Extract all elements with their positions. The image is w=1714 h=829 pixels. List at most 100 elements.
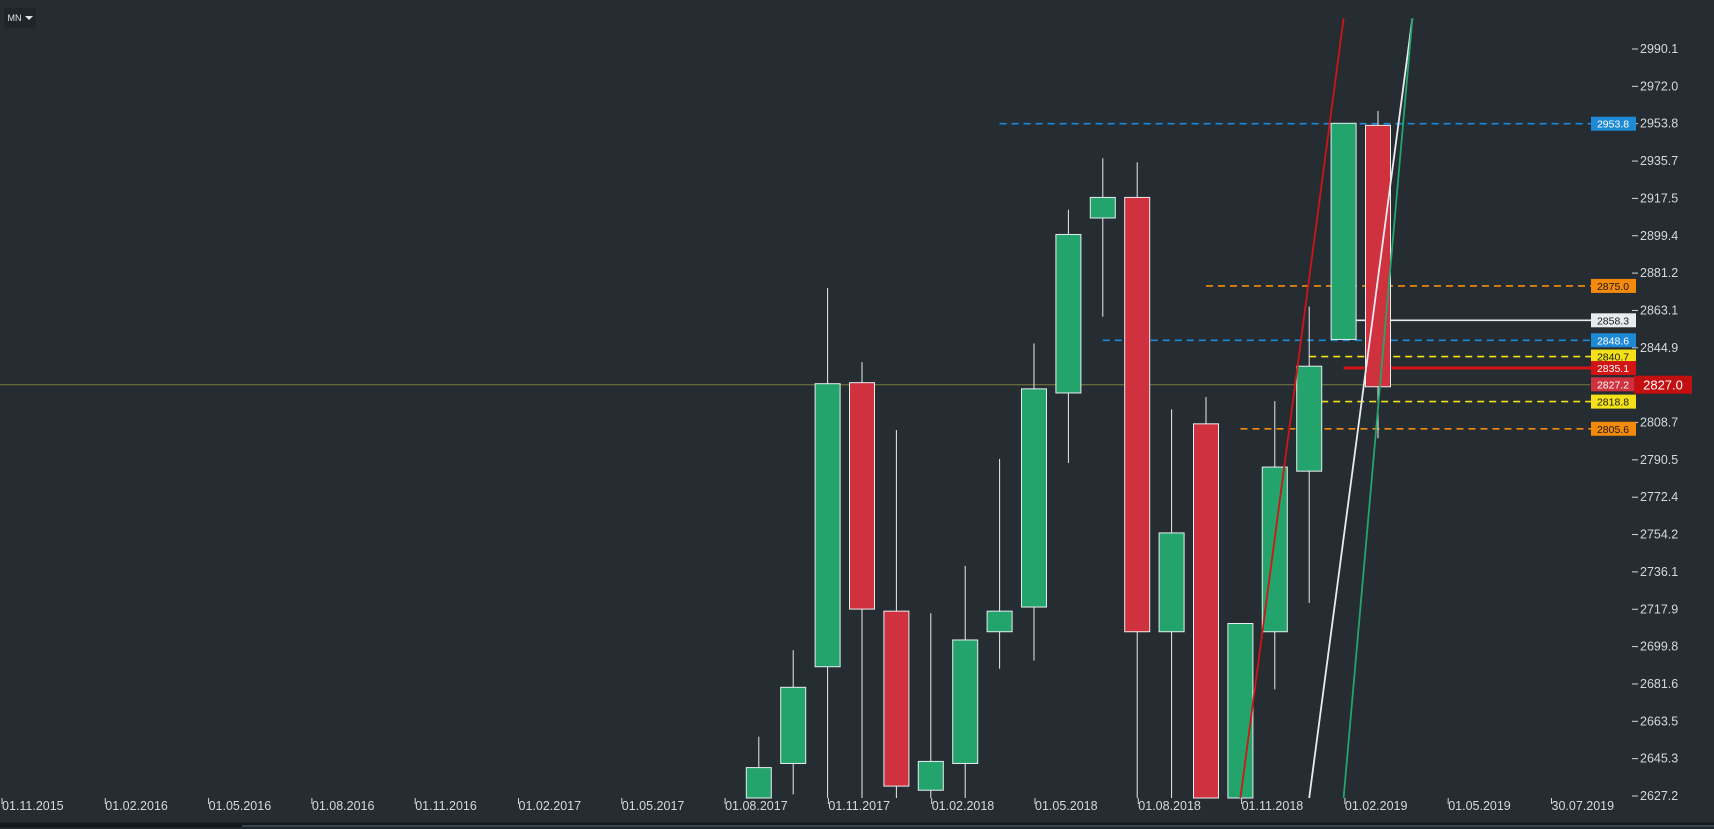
level-tag xyxy=(1591,333,1636,348)
y-tick-label: 2972.0 xyxy=(1640,79,1678,93)
level-tag xyxy=(1591,394,1636,409)
trendline xyxy=(1342,18,1414,799)
candle xyxy=(1021,343,1047,661)
candle-body xyxy=(1124,196,1151,633)
y-tick-label: 2736.1 xyxy=(1640,565,1678,579)
x-tick-label: 01.11.2017 xyxy=(828,799,890,813)
timeframe-dropdown[interactable]: MN xyxy=(4,8,36,28)
trendline xyxy=(1239,18,1345,799)
candles xyxy=(745,110,1391,799)
level-tag-label: 2858.3 xyxy=(1597,315,1629,327)
level-tag-label: 2840.7 xyxy=(1597,352,1629,364)
candle-body xyxy=(952,639,979,764)
candle-body xyxy=(917,760,944,791)
y-tick-label: 2990.1 xyxy=(1640,42,1678,56)
x-tick-label: 01.02.2017 xyxy=(519,799,582,813)
y-tick-label: 2917.5 xyxy=(1640,191,1678,205)
y-tick-label: 2717.9 xyxy=(1640,602,1678,616)
candle-body xyxy=(1193,423,1219,799)
candle-body xyxy=(1021,388,1047,608)
level-tag xyxy=(1591,377,1636,392)
level-tag-label: 2848.6 xyxy=(1597,335,1629,347)
y-tick-label: 2627.2 xyxy=(1640,789,1678,803)
candle xyxy=(780,650,807,795)
x-tick-label: 01.05.2016 xyxy=(209,799,272,813)
y-tick-label: 2681.6 xyxy=(1640,677,1678,691)
y-tick-label: 2953.8 xyxy=(1640,117,1678,131)
x-tick-label: 01.08.2016 xyxy=(312,799,375,813)
x-tick-label: 01.05.2019 xyxy=(1448,799,1511,813)
y-tick-label: 2808.7 xyxy=(1640,416,1678,430)
candle-body xyxy=(1330,122,1357,340)
candle-body xyxy=(849,382,875,610)
level-tag-label: 2805.6 xyxy=(1597,424,1629,436)
x-tick-label: 01.02.2019 xyxy=(1345,799,1408,813)
level-tag xyxy=(1591,313,1636,328)
y-tick-label: 2881.2 xyxy=(1640,266,1678,280)
candle xyxy=(952,565,979,798)
level-tag xyxy=(1591,349,1636,364)
x-tick-label: 01.11.2016 xyxy=(415,799,477,813)
y-tick-label: 2699.8 xyxy=(1640,640,1678,654)
candle xyxy=(1330,122,1357,340)
y-tick-label: 2863.1 xyxy=(1640,303,1678,317)
candle xyxy=(745,736,772,799)
current-price-tag xyxy=(1634,375,1692,394)
candle-body xyxy=(745,767,772,799)
candle xyxy=(849,362,875,798)
level-tag-label: 2835.1 xyxy=(1597,363,1629,375)
y-tick-label: 2645.3 xyxy=(1640,752,1678,766)
y-tick-label: 2844.9 xyxy=(1640,341,1678,355)
candle xyxy=(1296,306,1323,603)
level-tag-label: 2953.8 xyxy=(1597,119,1629,131)
candle xyxy=(917,613,944,798)
trendline xyxy=(1308,18,1414,799)
x-tick-label: 01.11.2018 xyxy=(1242,799,1304,813)
candle xyxy=(1227,623,1254,799)
candle xyxy=(1089,158,1116,317)
candle-body xyxy=(1227,623,1254,799)
x-tick-label: 30.07.2019 xyxy=(1552,799,1615,813)
y-tick-label: 2899.4 xyxy=(1640,229,1678,243)
candle-body xyxy=(1089,196,1116,219)
candle-body xyxy=(1055,233,1082,394)
x-tick-label: 01.08.2018 xyxy=(1138,799,1201,813)
time-axis[interactable]: 01.11.2015 01.02.2016 01.05.2016 01.08.2016… xyxy=(1,798,1615,813)
y-tick-label: 2772.4 xyxy=(1640,490,1678,504)
candle-body xyxy=(986,610,1013,633)
candle xyxy=(1158,409,1185,798)
level-tag xyxy=(1591,361,1636,376)
y-tick-label: 2790.5 xyxy=(1640,453,1678,467)
candle xyxy=(1193,397,1219,799)
candle-body xyxy=(780,686,807,764)
candle xyxy=(1055,209,1082,463)
y-tick-label: 2663.5 xyxy=(1640,714,1678,728)
candle-body xyxy=(883,610,910,787)
candle-body xyxy=(814,383,841,668)
candle xyxy=(883,430,910,798)
current-price-label: 2827.0 xyxy=(1643,378,1683,393)
x-tick-label: 01.02.2018 xyxy=(932,799,995,813)
candle xyxy=(814,287,841,798)
chevron-down-icon xyxy=(24,16,33,20)
level-tag xyxy=(1591,421,1636,436)
candle xyxy=(1124,162,1151,798)
candle-body xyxy=(1158,532,1185,633)
candle xyxy=(986,458,1013,669)
level-tag-label: 2875.0 xyxy=(1597,281,1629,293)
horizontal-levels xyxy=(0,122,1591,430)
y-tick-label: 2935.7 xyxy=(1640,154,1678,168)
level-tag xyxy=(1591,278,1636,293)
x-tick-label: 01.11.2015 xyxy=(2,799,64,813)
timeframe-label: MN xyxy=(7,13,22,23)
level-tag-label: 2818.8 xyxy=(1597,397,1629,409)
x-tick-label: 01.02.2016 xyxy=(105,799,168,813)
y-tick-label: 2754.2 xyxy=(1640,528,1678,542)
x-tick-label: 01.08.2017 xyxy=(725,799,788,813)
x-tick-label: 01.05.2018 xyxy=(1035,799,1098,813)
trendlines xyxy=(1239,18,1414,799)
level-tag-label: 2827.2 xyxy=(1597,379,1629,391)
candle-body xyxy=(1296,365,1323,472)
